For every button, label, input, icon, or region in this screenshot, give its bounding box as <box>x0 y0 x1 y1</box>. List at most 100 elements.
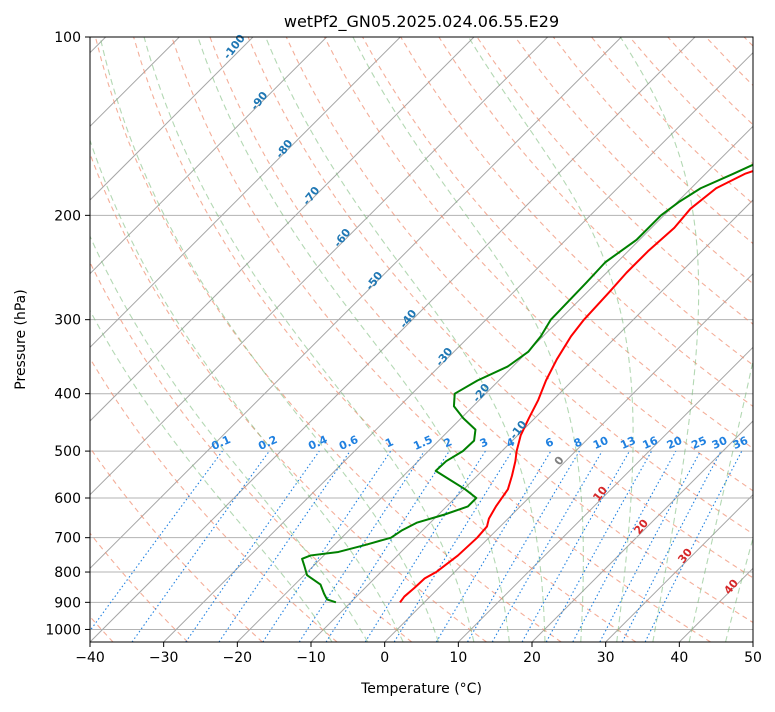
mixing-ratio-label: 1.5 <box>411 433 434 453</box>
dry-adiabat-label: 40 <box>721 577 741 597</box>
x-tick-label: −30 <box>149 650 179 666</box>
dry-adiabat <box>400 37 753 408</box>
dry-adiabat <box>90 357 338 642</box>
dry-adiabat <box>743 37 753 47</box>
mixing-ratio-label: 30 <box>710 434 730 452</box>
dry-adiabat <box>705 37 753 87</box>
isotherm-line <box>90 37 328 275</box>
mixing-ratio-label: 2 <box>442 435 454 450</box>
x-tick-label: −20 <box>223 650 253 666</box>
moist-adiabat <box>90 138 404 642</box>
mixing-ratio-line <box>218 450 351 642</box>
moist-adiabat <box>619 37 700 642</box>
isotherm-line <box>457 346 753 642</box>
y-tick-label: 200 <box>54 208 81 224</box>
x-tick-label: 30 <box>597 650 615 666</box>
dry-adiabat-label: -30 <box>433 345 456 369</box>
dry-adiabat-label: -80 <box>273 137 296 161</box>
dry-adiabat-label: -90 <box>248 89 271 113</box>
y-tick-label: 900 <box>54 595 81 611</box>
temperature-profile <box>399 170 753 603</box>
mixing-ratio-label: 10 <box>591 434 611 452</box>
isotherm-line <box>90 37 696 642</box>
dry-adiabat-label: -40 <box>397 307 420 331</box>
isotherm-line <box>163 51 753 642</box>
dry-adiabat <box>133 37 637 642</box>
moist-adiabat <box>90 309 333 642</box>
isotherm-line <box>90 37 475 422</box>
y-tick-label: 700 <box>54 531 81 547</box>
x-tick-label: 40 <box>670 650 688 666</box>
isotherm-line <box>90 37 254 201</box>
x-tick-label: 10 <box>449 650 467 666</box>
moist-adiabat <box>467 37 634 642</box>
mixing-ratio-line <box>185 450 320 642</box>
mixing-ratio-line <box>393 450 513 642</box>
mixing-ratio-label: 8 <box>572 435 584 450</box>
dry-adiabat-label: 0 <box>552 454 567 468</box>
dry-adiabat-label: 10 <box>590 484 610 504</box>
isotherm-line <box>752 641 753 642</box>
x-tick-label: 50 <box>744 650 762 666</box>
dry-adiabat <box>285 37 753 535</box>
dry-adiabat <box>94 37 562 642</box>
mixing-ratio-label: 13 <box>618 434 637 452</box>
mixing-ratio-line <box>521 450 630 642</box>
isotherm-line <box>678 567 753 642</box>
mixing-ratio-label: 16 <box>641 434 661 452</box>
mixing-ratio-line <box>325 450 450 642</box>
x-tick-label: 20 <box>523 650 541 666</box>
moist-adiabat <box>688 358 753 642</box>
y-tick-label: 100 <box>54 30 81 46</box>
dry-adiabat <box>552 37 753 245</box>
dry-adiabat-label: -20 <box>470 381 493 405</box>
y-tick-label: 600 <box>54 491 81 507</box>
plot-frame <box>89 36 754 643</box>
mixing-ratio-line <box>644 450 743 642</box>
moist-adiabat <box>725 536 753 642</box>
isotherm-line <box>90 37 549 496</box>
x-axis-label: Temperature (°C) <box>360 681 482 697</box>
mixing-ratio-label: 0.4 <box>306 433 329 453</box>
moist-adiabat <box>90 234 369 642</box>
y-tick-label: 1000 <box>45 622 81 638</box>
mixing-ratio-label: 25 <box>689 434 708 452</box>
mixing-ratio-label: 20 <box>665 434 685 452</box>
moist-adiabat <box>197 37 510 642</box>
x-tick-label: −40 <box>75 650 105 666</box>
dry-adiabat <box>90 151 487 642</box>
dry-adiabat <box>209 37 753 624</box>
plot-labels: 0.1 0.2 0.4 0.6 1 1.5 2 3 4 6 8 10 13 16 20 25 30 36-100-… <box>209 32 750 597</box>
dry-adiabat-label: -50 <box>363 269 386 293</box>
mixing-ratio-label: 3 <box>478 435 490 450</box>
mixing-ratio-line <box>131 450 270 642</box>
dry-adiabat <box>90 446 263 642</box>
mixing-ratio-label: 6 <box>543 435 556 450</box>
mixing-ratio-line <box>262 450 392 642</box>
y-tick-label: 300 <box>54 313 81 329</box>
plot-area <box>90 37 753 642</box>
dry-adiabat <box>514 37 753 285</box>
dry-adiabat <box>438 37 753 366</box>
mixing-ratio-label: 1 <box>383 435 395 450</box>
moist-adiabat <box>143 37 475 642</box>
x-tick-label: 0 <box>380 650 389 666</box>
mixing-ratio-label: 0.1 <box>209 433 232 453</box>
y-tick-label: 500 <box>54 444 81 460</box>
dry-adiabat-label: 30 <box>675 546 695 566</box>
dry-adiabat-label: 20 <box>631 517 651 537</box>
isotherm-line <box>236 125 753 642</box>
mixing-ratio-line <box>545 450 653 642</box>
dry-adiabat <box>90 532 189 642</box>
y-tick-label: 400 <box>54 387 81 403</box>
dry-adiabat-label: -70 <box>300 184 323 208</box>
mixing-ratio-line <box>435 450 552 642</box>
dry-adiabat <box>171 37 711 642</box>
dry-adiabat-label: -60 <box>331 226 354 250</box>
mixing-ratio-line <box>90 450 223 632</box>
mixing-ratio-line <box>572 450 677 642</box>
y-axis-label: Pressure (hPa) <box>13 289 29 389</box>
mixing-ratio-label: 0.6 <box>337 433 360 453</box>
isotherm-line <box>90 37 622 570</box>
